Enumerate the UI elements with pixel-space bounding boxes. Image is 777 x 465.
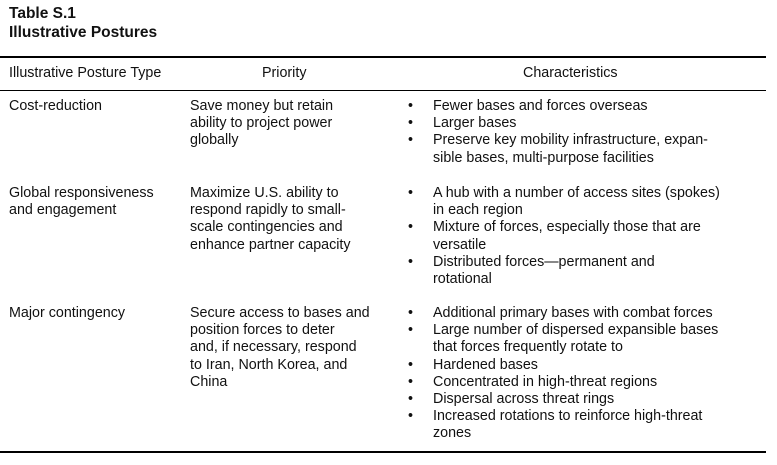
priority-cell: Secure access to bases and position forc… bbox=[190, 305, 370, 391]
table-caption: Table S.1 Illustrative Postures bbox=[9, 4, 157, 42]
characteristic-item: Preserve key mobility infrastructure, ex… bbox=[408, 132, 708, 166]
text-line: and, if necessary, respond bbox=[190, 339, 357, 356]
text-line: sible bases, multi-purpose facilities bbox=[433, 149, 654, 166]
bottom-rule bbox=[0, 451, 766, 453]
text-line: ability to project power bbox=[190, 115, 333, 132]
text-line: and engagement bbox=[9, 202, 117, 219]
priority-cell: Save money but retain ability to project… bbox=[190, 98, 333, 150]
characteristic-item: Increased rotations to reinforce high-th… bbox=[408, 408, 718, 442]
characteristic-item: Larger bases bbox=[408, 115, 708, 132]
text-line: zones bbox=[433, 425, 472, 442]
posture-type-cell: Major contingency bbox=[9, 305, 125, 322]
characteristic-item: Hardened bases bbox=[408, 357, 718, 374]
header-characteristics: Characteristics bbox=[523, 65, 618, 81]
text-line: respond rapidly to small- bbox=[190, 202, 346, 219]
header-rule bbox=[0, 90, 766, 91]
text-line: Secure access to bases and bbox=[190, 305, 370, 321]
text-line: A hub with a number of access sites (spo… bbox=[433, 185, 720, 201]
header-priority: Priority bbox=[262, 65, 307, 81]
text-line: to Iran, North Korea, and bbox=[190, 356, 348, 373]
characteristic-item: A hub with a number of access sites (spo… bbox=[408, 185, 720, 219]
header-posture-type: Illustrative Posture Type bbox=[9, 65, 162, 81]
text-line: Preserve key mobility infrastructure, ex… bbox=[433, 132, 708, 149]
text-line: Additional primary bases with combat for… bbox=[433, 305, 713, 321]
text-line: position forces to deter bbox=[190, 322, 335, 339]
characteristic-item: Concentrated in high-threat regions bbox=[408, 374, 718, 391]
characteristics-list: Fewer bases and forces overseas Larger b… bbox=[408, 98, 708, 167]
text-line: enhance partner capacity bbox=[190, 236, 351, 253]
text-line: versatile bbox=[433, 236, 487, 253]
text-line: Mixture of forces, especially those that… bbox=[433, 219, 701, 236]
table-title: Illustrative Postures bbox=[9, 24, 158, 41]
characteristic-item: Fewer bases and forces overseas bbox=[408, 98, 708, 115]
text-line: Save money but retain bbox=[190, 98, 334, 114]
posture-type-cell: Cost-reduction bbox=[9, 98, 102, 115]
characteristic-item: Mixture of forces, especially those that… bbox=[408, 219, 720, 253]
posture-type-cell: Global responsiveness and engagement bbox=[9, 185, 154, 219]
characteristic-item: Additional primary bases with combat for… bbox=[408, 305, 718, 322]
characteristics-list: Additional primary bases with combat for… bbox=[408, 305, 718, 443]
text-line: Distributed forces—permanent and bbox=[433, 253, 655, 270]
top-rule bbox=[0, 56, 766, 58]
text-line: Increased rotations to reinforce high-th… bbox=[433, 408, 703, 425]
text-line: scale contingencies and bbox=[190, 219, 343, 236]
text-line: Global responsiveness bbox=[9, 185, 154, 201]
table-number: Table S.1 bbox=[9, 5, 76, 22]
text-line: Concentrated in high-threat regions bbox=[433, 373, 658, 390]
characteristic-item: Large number of dispersed expansible bas… bbox=[408, 322, 718, 356]
text-line: Fewer bases and forces overseas bbox=[433, 98, 648, 114]
text-line: globally bbox=[190, 132, 239, 149]
characteristic-item: Dispersal across threat rings bbox=[408, 391, 718, 408]
characteristic-item: Distributed forces—permanent and rotatio… bbox=[408, 254, 720, 288]
text-line: Maximize U.S. ability to bbox=[190, 185, 339, 201]
text-line: China bbox=[190, 373, 228, 390]
text-line: Dispersal across threat rings bbox=[433, 391, 615, 408]
text-line: Larger bases bbox=[433, 115, 517, 132]
text-line: rotational bbox=[433, 271, 492, 288]
text-line: Cost-reduction bbox=[9, 98, 102, 114]
text-line: that forces frequently rotate to bbox=[433, 339, 623, 356]
text-line: in each region bbox=[433, 202, 523, 219]
priority-cell: Maximize U.S. ability to respond rapidly… bbox=[190, 185, 351, 254]
text-line: Large number of dispersed expansible bas… bbox=[433, 322, 719, 339]
text-line: Hardened bases bbox=[433, 356, 538, 373]
characteristics-list: A hub with a number of access sites (spo… bbox=[408, 185, 720, 288]
text-line: Major contingency bbox=[9, 305, 126, 321]
